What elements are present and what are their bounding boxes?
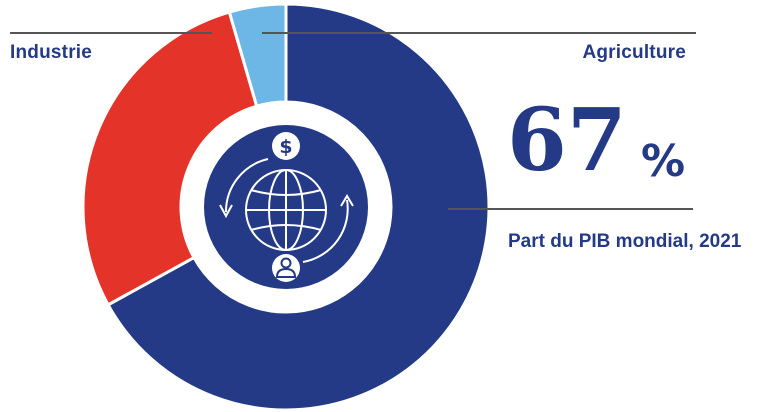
label-agriculture: Agriculture xyxy=(582,42,686,63)
highlight-caption: Part du PIB mondial, 2021 xyxy=(508,231,742,252)
dollar-icon: $ xyxy=(272,132,300,160)
svg-text:$: $ xyxy=(279,136,292,158)
center-emblem: $ xyxy=(204,125,368,289)
globe-icon xyxy=(245,169,327,251)
cycle-arrows-icon xyxy=(219,158,354,263)
person-icon xyxy=(272,254,300,282)
label-industrie: Industrie xyxy=(10,42,93,63)
slice-agriculture xyxy=(227,2,288,109)
slice-industrie xyxy=(81,10,259,307)
highlight-unit: % xyxy=(641,136,686,187)
highlight-value: 67 xyxy=(507,90,627,191)
slice-services xyxy=(106,2,491,412)
